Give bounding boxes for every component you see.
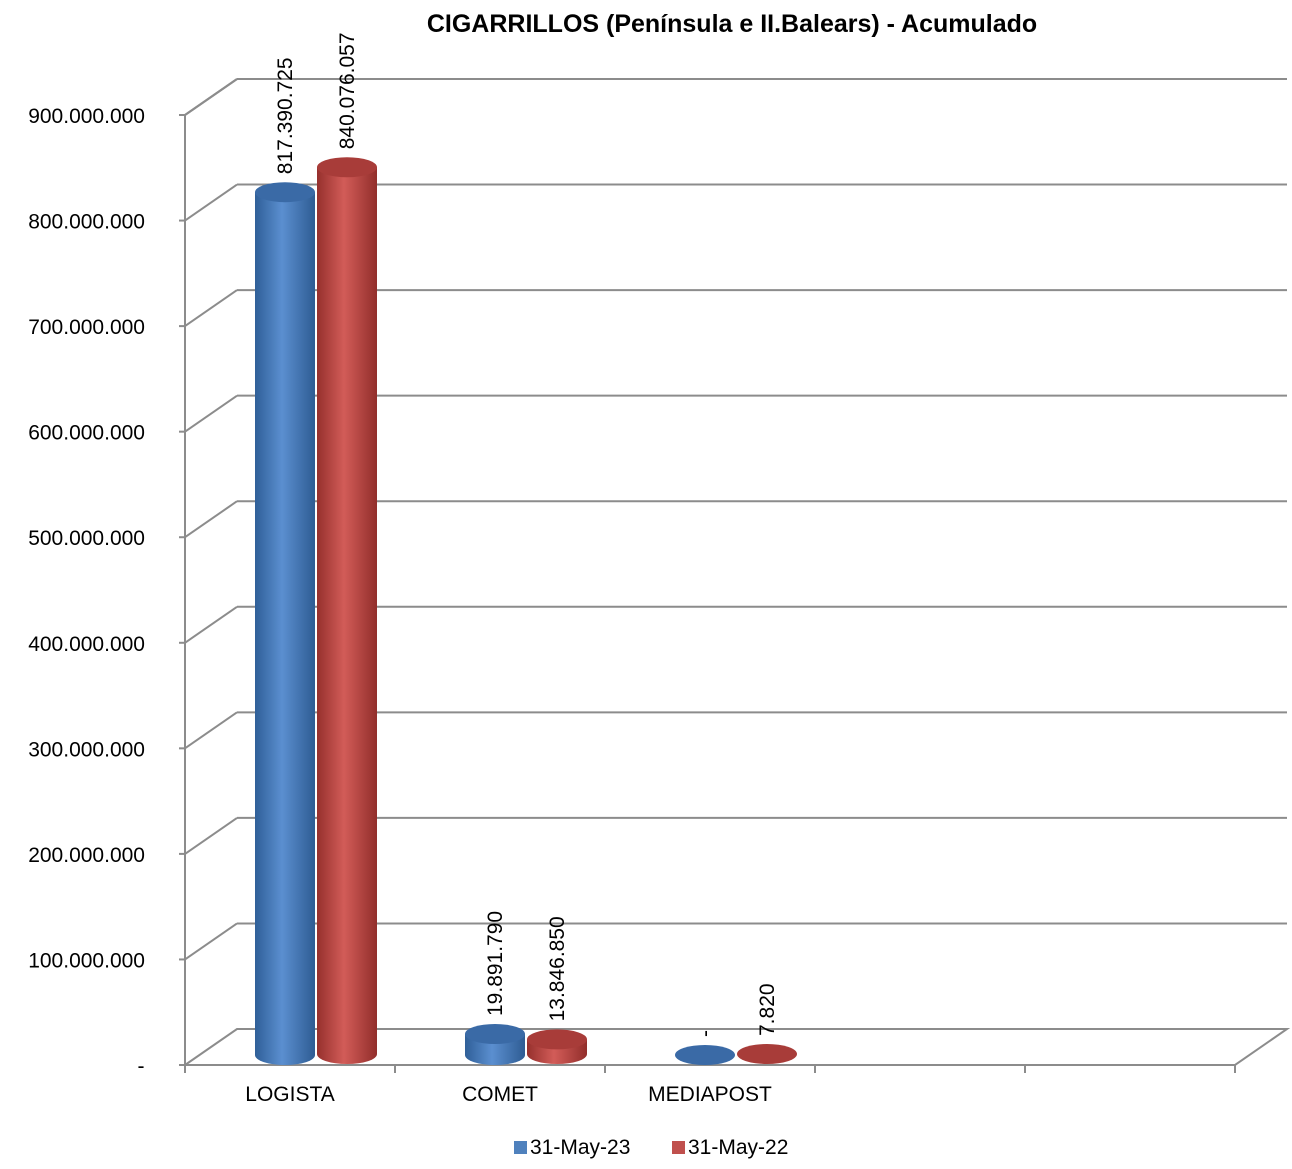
- bars: [255, 157, 797, 1066]
- bar: [255, 182, 315, 1066]
- y-tick-label: 800.000.000: [28, 211, 145, 234]
- bar-body: [317, 167, 377, 1064]
- bar-top: [737, 1043, 797, 1064]
- chart-title: CIGARRILLOS (Península e II.Balears) - A…: [427, 10, 1037, 38]
- gridline-side: [184, 817, 238, 855]
- y-tick-label: 200.000.000: [28, 844, 145, 867]
- y-tick-label: 100.000.000: [28, 949, 145, 972]
- y-tick-label: 600.000.000: [28, 422, 145, 445]
- data-label: 13.846.850: [546, 916, 569, 1021]
- bar-top: [465, 1024, 525, 1045]
- y-tick-label: 400.000.000: [28, 633, 145, 656]
- gridline-side: [184, 711, 238, 750]
- legend-swatch: [514, 1141, 527, 1154]
- gridline-side: [184, 289, 238, 327]
- bar-body: [255, 192, 315, 1066]
- y-tick-label: 300.000.000: [28, 738, 145, 761]
- grid: [184, 78, 1287, 961]
- bar: [317, 157, 377, 1064]
- gridline-side: [184, 500, 238, 539]
- x-tick-label: COMET: [462, 1083, 538, 1106]
- legend-swatch: [672, 1141, 685, 1154]
- bar-top: [255, 182, 315, 203]
- bar: [527, 1029, 587, 1064]
- x-tick-label: LOGISTA: [245, 1083, 334, 1106]
- gridline-side: [184, 605, 238, 644]
- y-tick-label: 900.000.000: [28, 105, 145, 128]
- axes: - 100.000.000 200.000.000 300.000.000 400.00…: [28, 78, 1291, 1106]
- data-label: 7.820: [756, 983, 779, 1036]
- data-label: 840.076.057: [336, 32, 359, 149]
- data-labels: 817.390.725 19.891.790 - 840.076.057 13.846.…: [274, 32, 779, 1037]
- data-label: 19.891.790: [484, 911, 507, 1016]
- gridline-side: [184, 922, 238, 961]
- data-label: 817.390.725: [274, 57, 297, 174]
- bar-top: [317, 157, 377, 178]
- y-tick-label: -: [138, 1055, 145, 1078]
- gridline-side: [184, 183, 238, 222]
- legend-label: 31-May-23: [530, 1136, 630, 1159]
- bar: [675, 1045, 735, 1065]
- legend-label: 31-May-22: [688, 1136, 788, 1159]
- bar: [465, 1024, 525, 1065]
- legend: 31-May-23 31-May-22: [514, 1136, 788, 1159]
- floor: [184, 1028, 1291, 1066]
- bar-top: [675, 1045, 735, 1065]
- y-tick-label: 500.000.000: [28, 527, 145, 550]
- bar-top: [527, 1029, 587, 1050]
- data-label: -: [694, 1030, 717, 1037]
- bar: [737, 1043, 797, 1064]
- x-tick-label: MEDIAPOST: [648, 1083, 772, 1106]
- gridline-side: [184, 394, 238, 433]
- y-axis-top: [184, 78, 238, 116]
- y-tick-label: 700.000.000: [28, 316, 145, 339]
